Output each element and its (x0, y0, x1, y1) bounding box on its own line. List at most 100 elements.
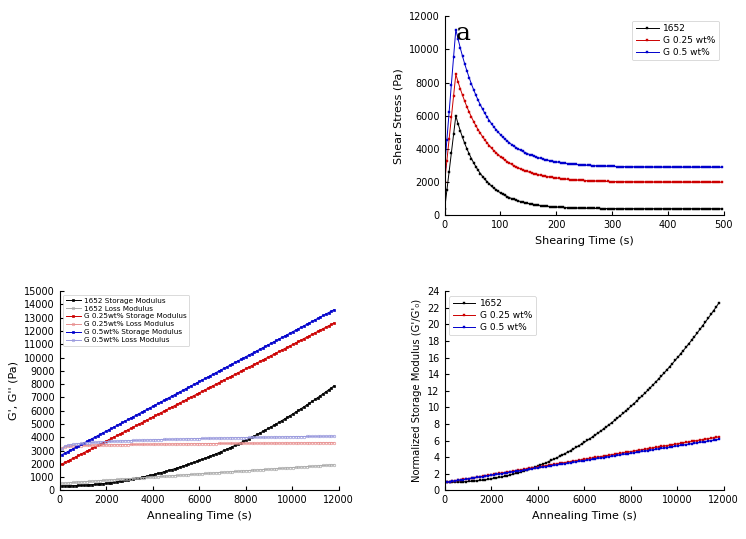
Line: 1652 Storage Modulus: 1652 Storage Modulus (60, 384, 336, 487)
1652 (717, 205, 726, 212)
Line: G 0.5 wt%: G 0.5 wt% (443, 28, 723, 169)
1652 Storage Modulus (330, 383, 339, 389)
1652 Storage Modulus (307, 398, 316, 405)
G 0.5wt% Storage Modulus (121, 418, 130, 424)
G 0.25wt% Storage Modulus (307, 331, 316, 337)
G 0.5wt% Loss Modulus (121, 438, 130, 444)
Line: G 0.25wt% Storage Modulus: G 0.25wt% Storage Modulus (60, 322, 336, 465)
G 0.25 wt% (442, 479, 451, 486)
Line: 1652: 1652 (445, 301, 721, 483)
G 0.25 wt% (715, 434, 724, 440)
1652 (681, 205, 690, 212)
G 0.25wt% Loss Modulus (330, 439, 339, 446)
X-axis label: Annealing Time (s): Annealing Time (s) (532, 511, 636, 521)
1652 Loss Modulus (220, 469, 229, 475)
Line: G 0.5wt% Loss Modulus: G 0.5wt% Loss Modulus (60, 435, 336, 451)
G 0.5wt% Storage Modulus (330, 306, 339, 313)
G 0.25wt% Loss Modulus (307, 440, 316, 446)
1652 Storage Modulus (110, 479, 119, 486)
Line: G 0.5wt% Storage Modulus: G 0.5wt% Storage Modulus (60, 308, 336, 456)
G 0.5wt% Storage Modulus (307, 318, 316, 324)
G 0.25wt% Loss Modulus (316, 439, 325, 446)
G 0.5 wt% (715, 436, 724, 443)
1652 (583, 437, 592, 444)
G 0.25 wt% (514, 165, 523, 171)
G 0.25 wt% (583, 455, 592, 462)
G 0.5wt% Storage Modulus (198, 377, 207, 383)
G 0.5 wt% (442, 479, 451, 486)
1652 (701, 319, 710, 325)
G 0.25wt% Storage Modulus (57, 461, 66, 467)
Text: b: b (68, 297, 84, 320)
G 0.5wt% Loss Modulus (220, 435, 229, 441)
G 0.5wt% Storage Modulus (316, 314, 325, 320)
G 0.25wt% Storage Modulus (121, 428, 130, 434)
Text: c: c (456, 297, 470, 320)
1652 Loss Modulus (121, 475, 130, 482)
1652 (615, 205, 624, 212)
X-axis label: Annealing Time (s): Annealing Time (s) (147, 511, 251, 521)
1652 (692, 330, 701, 336)
1652 (451, 113, 460, 119)
Text: a: a (456, 22, 471, 45)
G 0.25 wt% (451, 71, 460, 78)
1652 Loss Modulus (316, 462, 325, 469)
G 0.5wt% Loss Modulus (316, 433, 325, 439)
G 0.5 wt% (451, 26, 460, 33)
G 0.5wt% Loss Modulus (57, 446, 66, 453)
1652 Storage Modulus (198, 456, 207, 462)
Line: G 0.25 wt%: G 0.25 wt% (445, 436, 721, 483)
1652 Storage Modulus (57, 482, 66, 489)
1652 (495, 474, 504, 481)
G 0.5 wt% (717, 164, 726, 170)
G 0.5 wt% (701, 164, 710, 170)
G 0.5wt% Loss Modulus (330, 433, 339, 439)
1652 Loss Modulus (307, 463, 316, 469)
Legend: 1652 Storage Modulus, 1652 Loss Modulus, G 0.25wt% Storage Modulus, G 0.25wt% Lo: 1652 Storage Modulus, 1652 Loss Modulus,… (63, 295, 189, 346)
1652 Loss Modulus (198, 471, 207, 477)
1652 (514, 198, 523, 204)
G 0.5 wt% (507, 141, 516, 148)
G 0.25 wt% (717, 179, 726, 185)
G 0.25 wt% (692, 437, 701, 444)
G 0.25wt% Storage Modulus (330, 320, 339, 326)
1652 (440, 205, 449, 212)
G 0.25 wt% (605, 452, 614, 459)
G 0.5 wt% (615, 163, 624, 170)
G 0.5wt% Storage Modulus (57, 451, 66, 458)
G 0.5wt% Loss Modulus (307, 433, 316, 440)
G 0.5 wt% (506, 469, 515, 475)
G 0.25wt% Loss Modulus (57, 445, 66, 451)
G 0.5 wt% (681, 164, 690, 170)
1652 (506, 472, 515, 478)
Y-axis label: Shear Stress (Pa): Shear Stress (Pa) (393, 68, 404, 164)
G 0.5wt% Storage Modulus (110, 424, 119, 430)
Legend: 1652, G 0.25 wt%, G 0.5 wt%: 1652, G 0.25 wt%, G 0.5 wt% (633, 20, 719, 60)
G 0.25wt% Loss Modulus (220, 440, 229, 447)
Y-axis label: G', G'' (Pa): G', G'' (Pa) (8, 361, 19, 420)
Legend: 1652, G 0.25 wt%, G 0.5 wt%: 1652, G 0.25 wt%, G 0.5 wt% (449, 296, 536, 335)
G 0.25 wt% (681, 179, 690, 185)
G 0.25 wt% (507, 161, 516, 168)
G 0.25 wt% (495, 470, 504, 476)
G 0.25wt% Loss Modulus (110, 441, 119, 448)
1652 Loss Modulus (57, 480, 66, 486)
G 0.5 wt% (692, 440, 701, 446)
1652 Storage Modulus (316, 392, 325, 399)
G 0.25wt% Storage Modulus (110, 433, 119, 440)
1652 Storage Modulus (220, 447, 229, 453)
X-axis label: Shearing Time (s): Shearing Time (s) (535, 236, 633, 246)
1652 Storage Modulus (121, 477, 130, 483)
Line: 1652: 1652 (443, 115, 723, 210)
G 0.5 wt% (514, 146, 523, 152)
1652 (701, 205, 710, 212)
G 0.5 wt% (583, 457, 592, 464)
G 0.5wt% Loss Modulus (110, 438, 119, 445)
G 0.25wt% Storage Modulus (198, 388, 207, 395)
1652 (674, 205, 683, 212)
G 0.25 wt% (440, 179, 449, 185)
1652 (442, 479, 451, 486)
G 0.25 wt% (615, 178, 624, 185)
G 0.5wt% Loss Modulus (198, 435, 207, 441)
1652 (507, 195, 516, 202)
